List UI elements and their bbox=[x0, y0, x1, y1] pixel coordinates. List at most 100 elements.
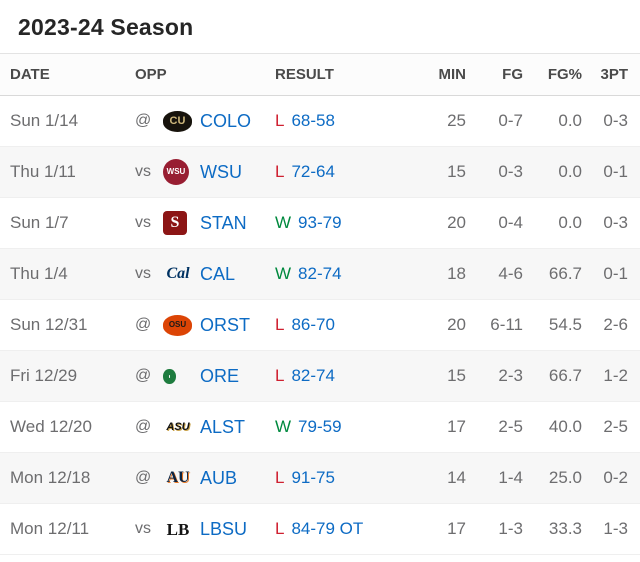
game-row: Fri 12/29 @ ORE L 82-74 15 2-3 66.7 1-2 bbox=[0, 351, 640, 402]
game-score: 79-59 bbox=[298, 417, 342, 436]
game-date: Sun 1/14 bbox=[10, 111, 79, 130]
game-rows: Sun 1/14 @ CU COLO L 68-58 25 0-7 0.0 0-3… bbox=[0, 96, 640, 555]
team-link[interactable]: WSU bbox=[200, 161, 242, 182]
game-result-link[interactable]: L 72-64 bbox=[275, 162, 408, 182]
venue-indicator: @ bbox=[135, 112, 152, 129]
long-beach-state-logo[interactable]: LB bbox=[163, 515, 193, 543]
game-row: Mon 12/18 @ AU AUB L 91-75 14 1-4 25.0 0-… bbox=[0, 453, 640, 504]
stat-fgpct: 33.3 bbox=[548, 519, 582, 538]
stat-fg: 2-3 bbox=[498, 366, 523, 385]
venue-indicator: vs bbox=[135, 520, 151, 537]
game-outcome: W bbox=[275, 264, 292, 283]
team-link[interactable]: COLO bbox=[200, 110, 252, 131]
game-result-link[interactable]: L 91-75 bbox=[275, 468, 408, 488]
team-logo-glyph bbox=[163, 368, 176, 384]
stat-fg: 0-3 bbox=[498, 162, 523, 181]
washington-state-cougars-logo[interactable]: WSU bbox=[163, 159, 193, 185]
stat-fgpct: 25.0 bbox=[548, 468, 582, 487]
team-link[interactable]: STAN bbox=[200, 212, 247, 233]
stat-fgpct: 40.0 bbox=[548, 417, 582, 436]
game-result-link[interactable]: L 68-58 bbox=[275, 111, 408, 131]
stat-min: 17 bbox=[447, 519, 466, 538]
stat-min: 17 bbox=[447, 417, 466, 436]
team-link[interactable]: ORE bbox=[200, 365, 240, 386]
game-score: 82-74 bbox=[298, 264, 342, 283]
oregon-state-beavers-logo[interactable]: OSU bbox=[163, 314, 193, 336]
oregon-ducks-logo[interactable] bbox=[163, 368, 193, 384]
game-result-link[interactable]: L 84-79 OT bbox=[275, 519, 408, 539]
opponent-cell: vs S STAN bbox=[135, 211, 275, 235]
stat-fgpct: 0.0 bbox=[558, 111, 582, 130]
team-logo-glyph: Cal bbox=[166, 265, 190, 282]
stat-min: 25 bbox=[447, 111, 466, 130]
game-date: Thu 1/11 bbox=[10, 162, 76, 181]
col-header-result: RESULT bbox=[275, 66, 334, 83]
cal-golden-bears-logo[interactable]: Cal bbox=[163, 260, 193, 288]
table-header-row: DATE OPP RESULT MIN FG FG% 3PT bbox=[0, 53, 640, 96]
col-header-date: DATE bbox=[10, 66, 50, 83]
game-score: 72-64 bbox=[291, 162, 335, 181]
team-logo-glyph: WSU bbox=[163, 159, 189, 185]
alabama-state-hornets-logo[interactable]: ASU bbox=[163, 413, 193, 441]
game-date: Thu 1/4 bbox=[10, 264, 68, 283]
game-outcome: L bbox=[275, 468, 285, 487]
venue-indicator: @ bbox=[135, 418, 152, 435]
opponent-cell: @ AU AUB bbox=[135, 464, 275, 492]
stat-3pt: 2-6 bbox=[603, 315, 628, 334]
opponent-cell: vs WSU WSU bbox=[135, 159, 275, 185]
game-result-link[interactable]: W 93-79 bbox=[275, 213, 408, 233]
game-date: Sun 12/31 bbox=[10, 315, 88, 334]
venue-indicator: vs bbox=[135, 214, 151, 231]
opponent-cell: @ ORE bbox=[135, 366, 275, 387]
stat-min: 18 bbox=[447, 264, 466, 283]
team-logo-glyph: CU bbox=[163, 110, 192, 132]
game-row: Mon 12/11 vs LB LBSU L 84-79 OT 17 1-3 33… bbox=[0, 504, 640, 555]
stat-fg: 2-5 bbox=[498, 417, 523, 436]
game-date: Wed 12/20 bbox=[10, 417, 92, 436]
game-date: Fri 12/29 bbox=[10, 366, 78, 385]
team-link[interactable]: CAL bbox=[200, 263, 236, 284]
game-result-link[interactable]: W 79-59 bbox=[275, 417, 408, 437]
team-link[interactable]: ALST bbox=[200, 416, 246, 437]
team-logo-glyph: OSU bbox=[163, 314, 192, 336]
stat-fgpct: 66.7 bbox=[548, 366, 582, 385]
stat-3pt: 1-3 bbox=[603, 519, 628, 538]
game-score: 91-75 bbox=[291, 468, 335, 487]
stat-fgpct: 66.7 bbox=[548, 264, 582, 283]
game-outcome: L bbox=[275, 366, 285, 385]
stat-min: 14 bbox=[447, 468, 466, 487]
team-link[interactable]: LBSU bbox=[200, 518, 248, 539]
colorado-buffaloes-logo[interactable]: CU bbox=[163, 110, 193, 132]
stat-3pt: 0-1 bbox=[603, 264, 628, 283]
stat-3pt: 2-5 bbox=[603, 417, 628, 436]
venue-indicator: @ bbox=[135, 469, 152, 486]
game-outcome: L bbox=[275, 519, 285, 538]
team-logo-glyph: S bbox=[163, 211, 187, 235]
stat-min: 20 bbox=[447, 315, 466, 334]
team-link[interactable]: AUB bbox=[200, 467, 238, 488]
game-row: Sun 1/7 vs S STAN W 93-79 20 0-4 0.0 0-3 bbox=[0, 198, 640, 249]
game-date: Mon 12/18 bbox=[10, 468, 91, 487]
auburn-tigers-logo[interactable]: AU bbox=[163, 464, 193, 492]
game-outcome: W bbox=[275, 417, 292, 436]
opponent-cell: @ OSU ORST bbox=[135, 314, 275, 336]
venue-indicator: @ bbox=[135, 367, 152, 384]
game-result-link[interactable]: W 82-74 bbox=[275, 264, 408, 284]
game-row: Sun 1/14 @ CU COLO L 68-58 25 0-7 0.0 0-3 bbox=[0, 96, 640, 147]
opponent-cell: vs LB LBSU bbox=[135, 515, 275, 543]
game-score: 82-74 bbox=[291, 366, 335, 385]
game-score: 86-70 bbox=[291, 315, 335, 334]
stanford-cardinal-logo[interactable]: S bbox=[163, 211, 193, 235]
game-result-link[interactable]: L 86-70 bbox=[275, 315, 408, 335]
season-title: 2023-24 Season bbox=[18, 14, 194, 40]
stat-3pt: 0-3 bbox=[603, 213, 628, 232]
stat-fgpct: 0.0 bbox=[558, 213, 582, 232]
col-header-fg: FG bbox=[502, 66, 523, 83]
game-date: Sun 1/7 bbox=[10, 213, 69, 232]
game-outcome: L bbox=[275, 111, 285, 130]
venue-indicator: vs bbox=[135, 163, 151, 180]
game-result-link[interactable]: L 82-74 bbox=[275, 366, 408, 386]
game-row: Thu 1/11 vs WSU WSU L 72-64 15 0-3 0.0 0-… bbox=[0, 147, 640, 198]
team-link[interactable]: ORST bbox=[200, 314, 251, 335]
